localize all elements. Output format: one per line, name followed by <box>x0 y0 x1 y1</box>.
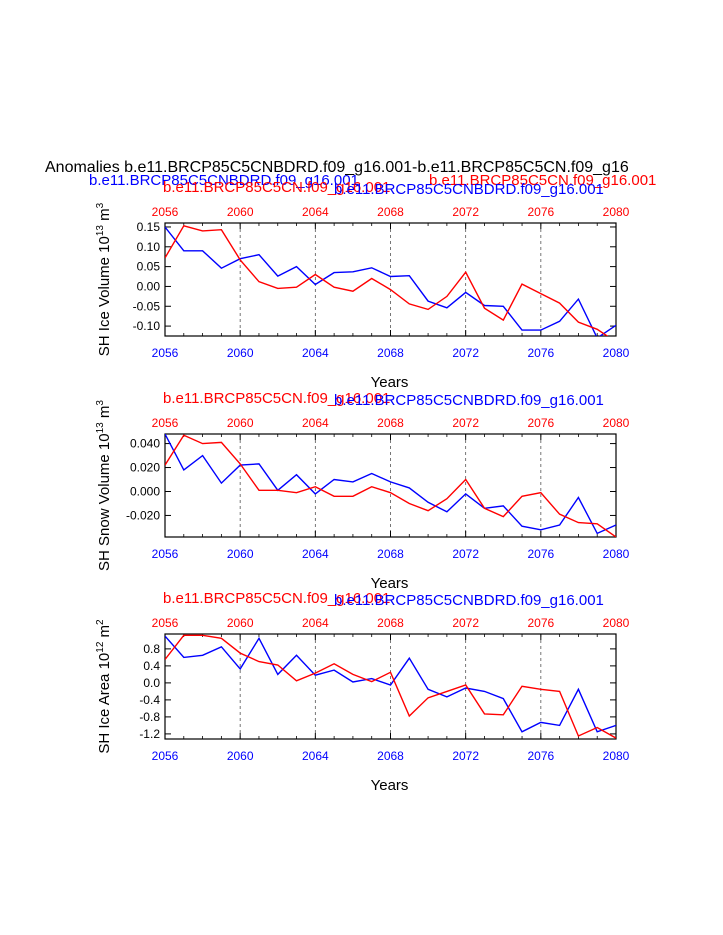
y-tick-label: 0.0 <box>143 676 160 690</box>
x-tick-label-bottom: 2060 <box>227 749 254 763</box>
x-tick-label-top: 2060 <box>227 616 254 630</box>
x-tick-label-bottom: 2072 <box>452 547 479 561</box>
y-tick-label: 0.040 <box>130 437 160 451</box>
x-tick-label-bottom: 2068 <box>377 547 404 561</box>
y-tick-label: 0.05 <box>137 260 161 274</box>
x-tick-label-bottom: 2056 <box>152 547 179 561</box>
y-tick-label: -0.05 <box>133 299 161 313</box>
x-tick-label-top: 2064 <box>302 616 329 630</box>
x-tick-label-top: 2080 <box>603 205 630 219</box>
x-tick-label-bottom: 2056 <box>152 749 179 763</box>
legend-label-bdrd: b.e11.BRCP85C5CNBDRD.f09_g16.001 <box>89 172 359 189</box>
y-tick-label: -0.4 <box>139 693 160 707</box>
panel-snow-volume: b.e11.BRCP85C5CN.f09_g16.001b.e11.BRCP85… <box>95 390 630 592</box>
x-axis-title: Years <box>371 374 409 391</box>
chart-panels: b.e11.BRCP85C5CN.f09_g16.001b.e11.BRCP85… <box>95 179 630 794</box>
y-tick-label: 0.020 <box>130 461 160 475</box>
x-tick-label-bottom: 2068 <box>377 749 404 763</box>
panel-label-bdrd: b.e11.BRCP85C5CNBDRD.f09_g16.001 <box>334 592 604 609</box>
x-tick-label-bottom: 2072 <box>452 749 479 763</box>
plot-frame <box>164 433 617 538</box>
x-tick-label-top: 2060 <box>227 205 254 219</box>
panel-ice-volume: b.e11.BRCP85C5CN.f09_g16.001b.e11.BRCP85… <box>95 179 630 391</box>
x-tick-label-top: 2064 <box>302 416 329 430</box>
x-tick-label-bottom: 2064 <box>302 346 329 360</box>
y-tick-label: 0.8 <box>143 642 160 656</box>
x-tick-label-bottom: 2072 <box>452 346 479 360</box>
x-tick-label-top: 2060 <box>227 416 254 430</box>
x-tick-label-top: 2076 <box>527 416 554 430</box>
x-tick-label-top: 2072 <box>452 416 479 430</box>
x-tick-label-bottom: 2080 <box>603 749 630 763</box>
x-tick-label-bottom: 2060 <box>227 346 254 360</box>
x-tick-label-bottom: 2064 <box>302 749 329 763</box>
x-tick-label-top: 2072 <box>452 205 479 219</box>
series-line-cn <box>165 224 609 336</box>
x-tick-label-top: 2076 <box>527 205 554 219</box>
y-tick-label: 0.000 <box>130 484 160 498</box>
x-tick-label-top: 2056 <box>152 205 179 219</box>
y-tick-label: 0.00 <box>137 279 161 293</box>
x-tick-label-top: 2080 <box>603 416 630 430</box>
panel-label-cn: b.e11.BRCP85C5CN.f09_g16.001 <box>163 590 390 607</box>
y-tick-label: 0.4 <box>143 659 160 673</box>
panel-label-bdrd: b.e11.BRCP85C5CNBDRD.f09_g16.001 <box>334 181 604 198</box>
x-tick-label-bottom: 2076 <box>527 346 554 360</box>
y-axis-title: SH Snow Volume 1013 m3 <box>95 400 113 571</box>
panel-label-cn: b.e11.BRCP85C5CN.f09_g16.001 <box>163 390 390 407</box>
x-tick-label-bottom: 2064 <box>302 547 329 561</box>
y-tick-label: -0.020 <box>126 508 160 522</box>
x-tick-label-bottom: 2060 <box>227 547 254 561</box>
y-tick-label: 0.10 <box>137 240 161 254</box>
x-tick-label-top: 2068 <box>377 616 404 630</box>
x-tick-label-top: 2068 <box>377 416 404 430</box>
x-tick-label-bottom: 2068 <box>377 346 404 360</box>
x-tick-label-top: 2056 <box>152 416 179 430</box>
panel-label-cn: b.e11.BRCP85C5CN.f09_g16.001 <box>163 179 390 196</box>
main-title: Anomalies b.e11.BRCP85C5CNBDRD.f09_g16.0… <box>45 159 629 176</box>
y-axis-title: SH Ice Volume 1013 m3 <box>95 202 113 356</box>
series-line-bdrd <box>165 635 616 733</box>
x-tick-label-top: 2072 <box>452 616 479 630</box>
legend-label-cn: b.e11.BRCP85C5CN.f09_g16.001 <box>429 172 656 189</box>
x-tick-label-top: 2056 <box>152 616 179 630</box>
series-line-cn <box>165 434 616 537</box>
x-tick-label-bottom: 2080 <box>603 547 630 561</box>
x-tick-label-top: 2064 <box>302 205 329 219</box>
x-axis-title: Years <box>371 575 409 592</box>
x-tick-label-bottom: 2076 <box>527 547 554 561</box>
panel-label-bdrd: b.e11.BRCP85C5CNBDRD.f09_g16.001 <box>334 392 604 409</box>
y-tick-label: 0.15 <box>137 220 161 234</box>
panel-ice-area: b.e11.BRCP85C5CN.f09_g16.001b.e11.BRCP85… <box>95 590 630 794</box>
y-tick-label: -0.8 <box>139 710 160 724</box>
x-tick-label-bottom: 2076 <box>527 749 554 763</box>
x-tick-label-top: 2080 <box>603 616 630 630</box>
y-tick-label: -1.2 <box>139 727 160 741</box>
y-tick-label: -0.10 <box>133 319 161 333</box>
x-tick-label-bottom: 2056 <box>152 346 179 360</box>
series-line-cn <box>165 634 616 739</box>
x-tick-label-bottom: 2080 <box>603 346 630 360</box>
x-tick-label-top: 2076 <box>527 616 554 630</box>
y-axis-title: SH Ice Area 1012 m2 <box>95 619 113 754</box>
x-axis-title: Years <box>371 777 409 794</box>
x-tick-label-top: 2068 <box>377 205 404 219</box>
